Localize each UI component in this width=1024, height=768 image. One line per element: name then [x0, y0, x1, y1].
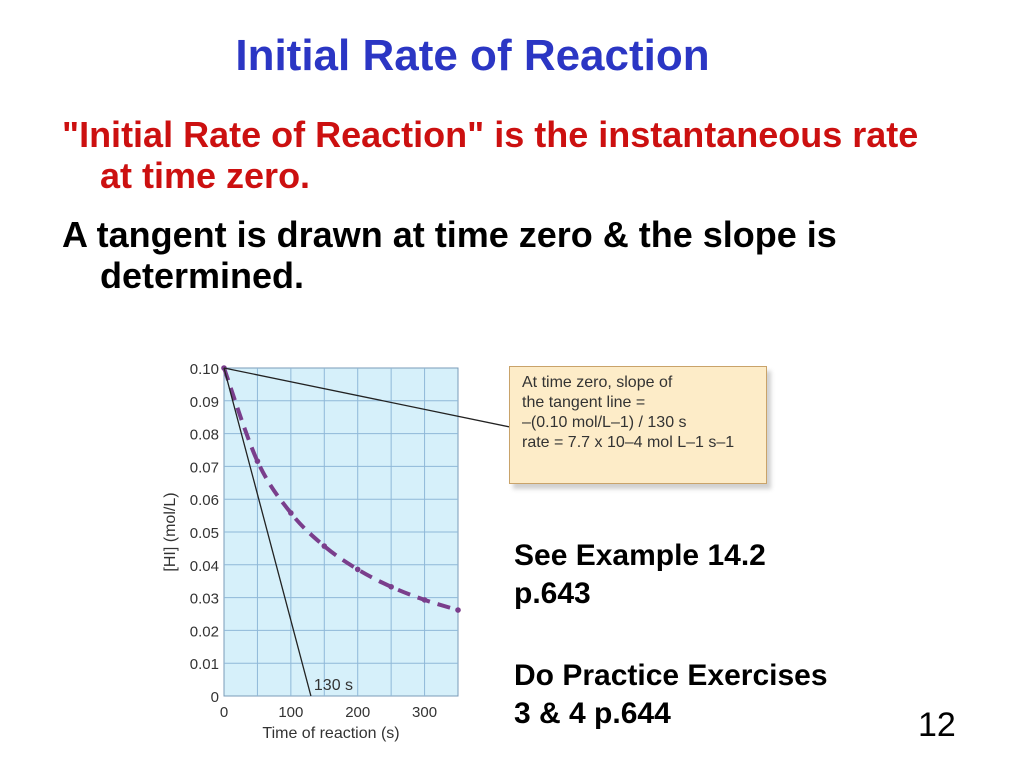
- y-tick-label: 0.10: [190, 361, 219, 378]
- tangent-line: [223, 367, 312, 697]
- annotation-leader-line: [223, 367, 511, 428]
- bullet-tangent: A tangent is drawn at time zero & the sl…: [62, 214, 837, 296]
- y-tick-label: 0.03: [190, 591, 219, 608]
- annotation-line-3: –(0.10 mol/L–1) / 130 s: [522, 414, 687, 431]
- x-tick-labels: 0 100 200 300: [220, 704, 437, 721]
- x-tick-label: 300: [412, 704, 437, 721]
- y-tick-label: 0.06: [190, 492, 219, 509]
- curve-point: [321, 543, 328, 549]
- see-example-line-2: p.643: [514, 577, 591, 610]
- x-tick-label: 200: [345, 704, 370, 721]
- curve-point: [455, 607, 461, 613]
- y-tick-label: 0.07: [190, 459, 219, 476]
- x-axis-label: Time of reaction (s): [262, 725, 399, 742]
- annotation-line-4: rate = 7.7 x 10–4 mol L–1 s–1: [522, 434, 735, 451]
- y-tick-label: 0.04: [190, 558, 219, 575]
- y-tick-label: 0.05: [190, 525, 219, 542]
- curve-point: [254, 458, 261, 464]
- practice-line-1: Do Practice Exercises: [514, 659, 828, 692]
- concentration-curve: [222, 367, 459, 612]
- bullet-initial-rate: "Initial Rate of Reaction" is the instan…: [62, 114, 919, 196]
- concentration-time-chart: 0 0.01 0.02 0.03 0.04 0.05 0.06 0.07 0.08 0.09 0.1…: [162, 361, 511, 742]
- slope-annotation-box: At time zero, slope of the tangent line …: [509, 366, 767, 484]
- see-example-text: See Example 14.2 p.643: [514, 537, 954, 613]
- y-axis-label: [HI] (mol/L): [162, 492, 179, 571]
- tangent-intercept-label: 130 s: [314, 677, 353, 694]
- annotation-line-2: the tangent line =: [522, 394, 646, 411]
- see-example-line-1: See Example 14.2: [514, 539, 766, 572]
- y-tick-label: 0.02: [190, 623, 219, 640]
- curve-point: [221, 365, 227, 371]
- page-number: 12: [918, 706, 956, 744]
- curve-point: [388, 583, 394, 590]
- chart-grid: [224, 368, 458, 696]
- y-tick-label: 0: [211, 689, 219, 706]
- curve-points: [221, 365, 461, 613]
- curve-point: [288, 510, 294, 516]
- practice-line-2: 3 & 4 p.644: [514, 697, 671, 730]
- annotation-line-1: At time zero, slope of: [522, 374, 673, 391]
- y-tick-label: 0.01: [190, 656, 219, 673]
- y-tick-label: 0.08: [190, 427, 219, 444]
- x-tick-label: 0: [220, 704, 228, 721]
- curve-point: [421, 597, 428, 603]
- slide-title: Initial Rate of Reaction: [235, 31, 710, 80]
- y-tick-label: 0.09: [190, 394, 219, 411]
- practice-exercises-text: Do Practice Exercises 3 & 4 p.644: [514, 657, 954, 733]
- x-tick-label: 100: [278, 704, 303, 721]
- y-tick-labels: 0 0.01 0.02 0.03 0.04 0.05 0.06 0.07 0.08 0.09 0.1…: [190, 361, 219, 706]
- curve-point: [354, 566, 361, 573]
